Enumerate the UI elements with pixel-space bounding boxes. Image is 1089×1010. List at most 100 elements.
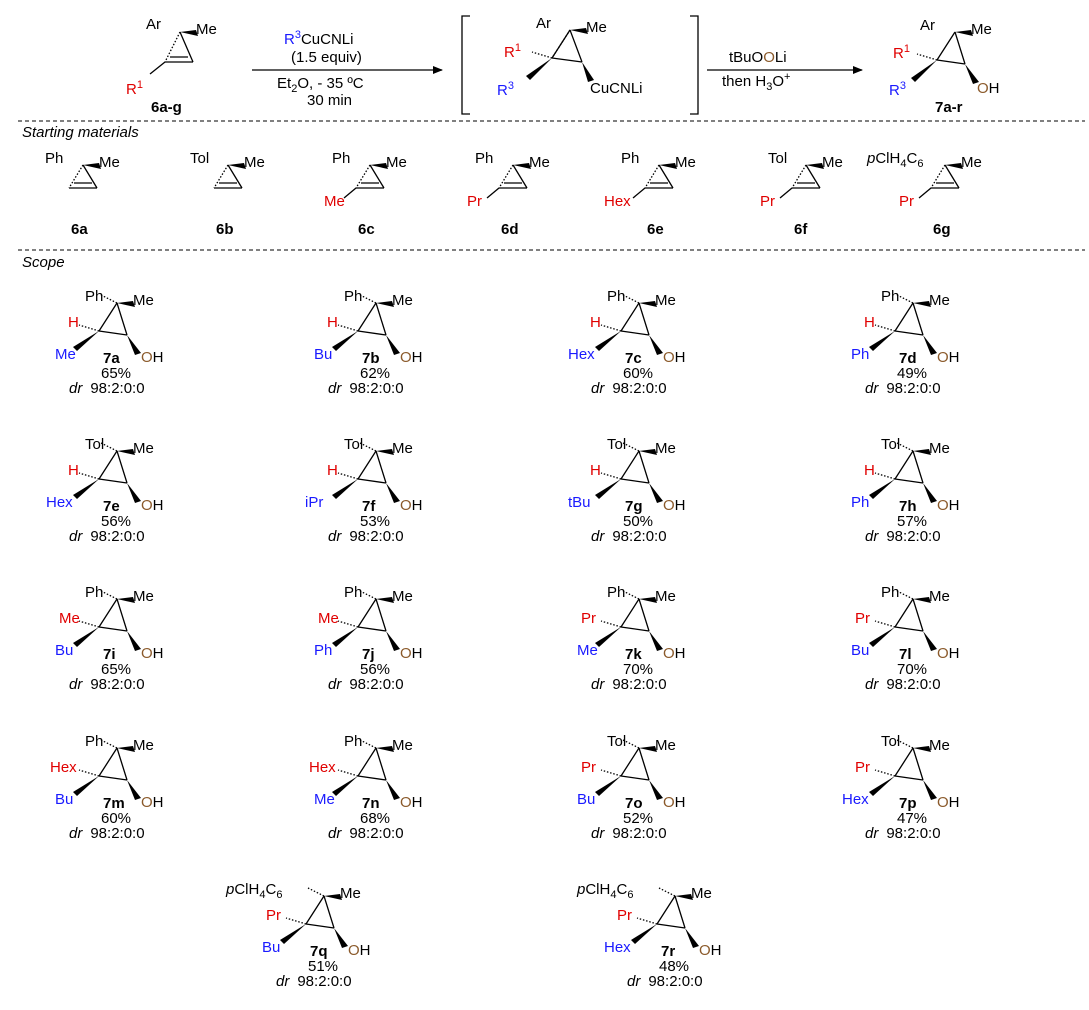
sm-substituent-label: Pr: [899, 193, 914, 210]
sm-aryl-label: pClH4C6: [866, 150, 923, 170]
scope-r3-label: Ph: [851, 346, 869, 363]
scope-compound-code: 7m: [103, 795, 125, 812]
scope-yield: 65%: [101, 365, 131, 382]
scope-compound-code: 7c: [625, 350, 642, 367]
scope-aryl-label: Ph: [85, 584, 103, 601]
start-ar-label: Ar: [146, 16, 161, 33]
scope-compound-code: 7a: [103, 350, 120, 367]
starting-material-6g: pClH4C6 Me Pr 6g: [866, 150, 982, 238]
scope-yield: 50%: [623, 513, 653, 530]
scope-r1-label: Hex: [309, 759, 336, 776]
start-r1-label: R1: [126, 79, 143, 98]
scope-hydroxyl-label: OH: [663, 349, 686, 366]
starting-material-6e: Ph Me Hex 6e: [604, 150, 696, 238]
scope-dr: dr 98:2:0:0: [591, 528, 667, 545]
scope-dr: dr 98:2:0:0: [69, 676, 145, 693]
scope-r3-label: Hex: [604, 939, 631, 956]
scope-me-label: Me: [392, 588, 413, 605]
scope-aryl-label: pClH4C6: [225, 881, 282, 901]
scope-dr: dr 98:2:0:0: [328, 380, 404, 397]
scope-hydroxyl-label: OH: [141, 645, 164, 662]
scope-r3-label: Bu: [314, 346, 332, 363]
scope-dr: dr 98:2:0:0: [69, 380, 145, 397]
sm-me-label: Me: [99, 154, 120, 171]
scope-hydroxyl-label: OH: [141, 349, 164, 366]
product-ar-label: Ar: [920, 17, 935, 34]
scope-dr: dr 98:2:0:0: [591, 676, 667, 693]
scope-yield: 60%: [623, 365, 653, 382]
scope-dr: dr 98:2:0:0: [865, 825, 941, 842]
scope-aryl-label: Ph: [607, 288, 625, 305]
scope-r1-label: Me: [318, 610, 339, 627]
scope-yield: 49%: [897, 365, 927, 382]
scope-r1-label: Me: [59, 610, 80, 627]
product-oh-label: OH: [977, 80, 1000, 97]
scope-dr: dr 98:2:0:0: [865, 528, 941, 545]
scope-r3-label: Ph: [314, 642, 332, 659]
sm-substituent-label: Hex: [604, 193, 631, 210]
scope-me-label: Me: [655, 292, 676, 309]
scope-yield: 57%: [897, 513, 927, 530]
scope-r3-label: tBu: [568, 494, 591, 511]
scope-me-label: Me: [133, 737, 154, 754]
sm-me-label: Me: [675, 154, 696, 171]
scope-compound-code: 7g: [625, 498, 643, 515]
scope-dr: dr 98:2:0:0: [69, 528, 145, 545]
scheme-step1: R3CuCNLi (1.5 equiv) Et2O, - 35 ºC 30 mi…: [252, 29, 443, 109]
scope-yield: 65%: [101, 661, 131, 678]
section-starting-materials: Starting materials: [22, 124, 139, 141]
sm-aryl-label: Ph: [475, 150, 493, 167]
scope-dr: dr 98:2:0:0: [328, 825, 404, 842]
scope-hydroxyl-label: OH: [663, 645, 686, 662]
scope-hydroxyl-label: OH: [141, 794, 164, 811]
scope-r3-label: iPr: [305, 494, 323, 511]
start-compound-code: 6a-g: [151, 99, 182, 116]
scope-hydroxyl-label: OH: [400, 497, 423, 514]
sm-me-label: Me: [244, 154, 265, 171]
product-compound-code: 7a-r: [935, 99, 963, 116]
scope-hydroxyl-label: OH: [400, 349, 423, 366]
scope-r1-label: H: [864, 462, 875, 479]
scope-r3-label: Me: [577, 642, 598, 659]
scope-me-label: Me: [133, 588, 154, 605]
starting-material-6d: Ph Me Pr 6d: [467, 150, 550, 238]
sm-compound-code: 6a: [71, 221, 88, 238]
scope-me-label: Me: [655, 588, 676, 605]
product-r3-label: R3: [889, 80, 906, 99]
scope-compound-code: 7d: [899, 350, 917, 367]
scope-hydroxyl-label: OH: [937, 794, 960, 811]
sm-aryl-label: Tol: [190, 150, 209, 167]
scope-me-label: Me: [392, 440, 413, 457]
scope-r3-label: Bu: [55, 642, 73, 659]
sm-compound-code: 6e: [647, 221, 664, 238]
scope-hydroxyl-label: OH: [400, 645, 423, 662]
scope-r1-label: Pr: [855, 759, 870, 776]
sm-compound-code: 6f: [794, 221, 808, 238]
scope-aryl-label: Ph: [607, 584, 625, 601]
scope-hydroxyl-label: OH: [663, 794, 686, 811]
scope-hydroxyl-label: OH: [937, 645, 960, 662]
scope-me-label: Me: [392, 292, 413, 309]
intermediate-r1-label: R1: [504, 42, 521, 61]
sm-aryl-label: Ph: [332, 150, 350, 167]
sm-me-label: Me: [822, 154, 843, 171]
scope-r1-label: H: [68, 462, 79, 479]
scope-aryl-label: Tol: [607, 733, 626, 750]
sm-me-label: Me: [961, 154, 982, 171]
scope-compound-code: 7h: [899, 498, 917, 515]
scope-aryl-label: Ph: [881, 288, 899, 305]
scope-dr: dr 98:2:0:0: [591, 825, 667, 842]
scope-me-label: Me: [655, 440, 676, 457]
scope-dr: dr 98:2:0:0: [328, 528, 404, 545]
